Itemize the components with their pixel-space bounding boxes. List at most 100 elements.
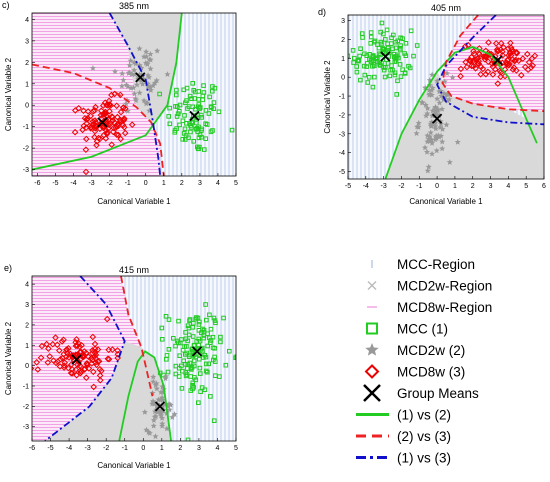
mcc-point xyxy=(198,389,203,394)
mcc-point xyxy=(403,41,409,46)
mcd8w-point xyxy=(114,113,121,121)
x-tick-label: 1 xyxy=(453,183,457,190)
mcd8w-point xyxy=(94,358,102,366)
mcd2w-point xyxy=(147,87,154,93)
mcd2w-point xyxy=(119,70,126,77)
mcc-point xyxy=(211,106,216,112)
y-tick-label: -1 xyxy=(339,94,345,101)
mcc-point xyxy=(166,317,172,322)
panel-label: c) xyxy=(2,0,10,10)
mcd8w-point xyxy=(94,346,102,353)
mcd2w-point xyxy=(150,422,157,429)
mcd8w-point xyxy=(105,97,113,105)
mcd8w-point xyxy=(513,67,520,74)
legend-item-mcd8w: MCD8w (3) xyxy=(364,364,465,380)
mcd2w-point xyxy=(166,406,173,413)
mcd8w-point xyxy=(45,345,52,352)
mcc-point xyxy=(394,92,399,97)
mcd8w-point xyxy=(120,115,128,122)
x-axis-label: Canonical Variable 1 xyxy=(97,197,171,206)
mcc-point xyxy=(190,325,196,330)
y-tick-label: 3 xyxy=(25,302,29,309)
mcc-point xyxy=(159,337,165,342)
mcd8w-point xyxy=(81,366,88,373)
mcc-point xyxy=(348,53,351,59)
mcc-point xyxy=(385,41,390,47)
mcd2w-point xyxy=(149,400,156,407)
mcd8w-point xyxy=(91,124,99,132)
mcc-point xyxy=(180,137,185,142)
mcc-point xyxy=(210,88,215,94)
mcc-point xyxy=(177,109,182,114)
mcc-region xyxy=(153,13,236,176)
mcc-point xyxy=(196,97,201,102)
mcc-point xyxy=(189,125,194,130)
y-axis-label: Canonical Variable 2 xyxy=(4,321,13,395)
mcd8w-point xyxy=(108,113,116,120)
mcd8w-point xyxy=(512,56,520,64)
y-tick-label: 0 xyxy=(25,103,29,110)
mcd8w-point xyxy=(114,347,121,354)
mcd8w-point xyxy=(76,362,84,370)
mcd8w-point xyxy=(90,383,98,391)
mcd8w-point xyxy=(103,315,111,323)
mcd8w-point xyxy=(82,168,90,176)
mcc-point xyxy=(194,120,199,126)
x-tick-label: 3 xyxy=(198,180,202,187)
mcd8w-point xyxy=(33,358,41,366)
boundary-2-vs-3 xyxy=(441,15,544,112)
mcd2w-point xyxy=(443,121,450,128)
mcd2w-point xyxy=(139,80,146,87)
mcd2w-point xyxy=(126,69,133,76)
mcc-point xyxy=(174,126,179,131)
mcd2w-point xyxy=(157,396,164,403)
mcd2w-point xyxy=(144,72,152,79)
mcc-point xyxy=(196,102,202,107)
mcc-point xyxy=(393,39,398,45)
mcd8w-point xyxy=(120,116,128,124)
mcc-point xyxy=(408,28,414,34)
mcd8w-point xyxy=(517,71,525,79)
mcc-point xyxy=(414,43,420,48)
plot-frame xyxy=(31,275,237,442)
mcd2w-point xyxy=(434,95,441,102)
mcc-point xyxy=(371,39,377,45)
mcd8w-point xyxy=(80,107,87,115)
mcd2w-point xyxy=(449,74,456,81)
mcc-point xyxy=(366,75,372,80)
series-mcd2w xyxy=(413,70,461,174)
mcc-point xyxy=(196,322,202,327)
mcc-point xyxy=(196,328,202,333)
mcd8w-point xyxy=(60,336,67,344)
mcd8w-point xyxy=(61,359,69,366)
mcd8w-point xyxy=(49,340,57,348)
mcc-point xyxy=(383,37,388,42)
mcd8w-point xyxy=(96,135,104,143)
mcc-point xyxy=(205,369,210,375)
mcc-point xyxy=(196,135,202,141)
legend-item-mcc: MCC (1) xyxy=(366,322,448,337)
mcd2w-region xyxy=(385,71,541,179)
mcd8w-point xyxy=(467,58,474,65)
mcc-point xyxy=(203,368,209,374)
mcc-point xyxy=(177,365,182,371)
mcd8w-point xyxy=(89,368,97,376)
boundary-2-vs-3 xyxy=(32,63,165,176)
mcd8w-point xyxy=(91,340,99,348)
mcc-point xyxy=(167,121,173,127)
mcc-point xyxy=(381,31,386,37)
mcd2w-point xyxy=(414,123,421,130)
x-tick-label: 6 xyxy=(542,183,546,190)
mcd8w-point xyxy=(103,130,111,138)
mcc-point xyxy=(167,105,172,111)
mcd8w-point xyxy=(32,366,35,371)
mcd8w-point xyxy=(72,342,80,350)
mcc-point xyxy=(378,39,384,45)
y-tick-label: -1 xyxy=(23,124,29,131)
chart-title: 385 nm xyxy=(119,1,149,11)
mcd8w-region xyxy=(32,13,161,176)
mcc-point xyxy=(398,46,403,51)
mcc-point xyxy=(391,32,396,38)
mcc-point xyxy=(378,63,383,68)
mcd8w-point xyxy=(100,131,108,139)
